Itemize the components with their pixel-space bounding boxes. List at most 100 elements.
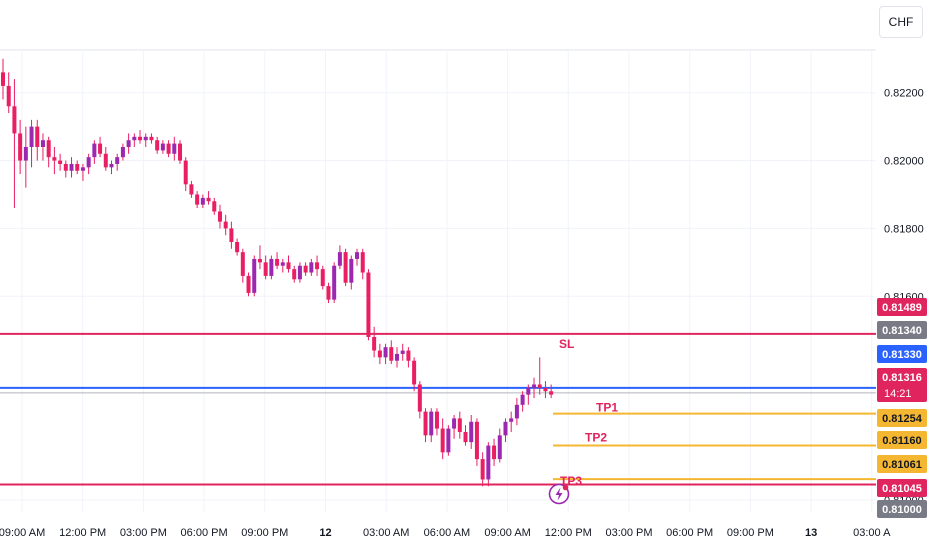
- price-tag-bg: [877, 321, 927, 339]
- candle-body: [315, 262, 320, 270]
- candle-body: [440, 428, 445, 453]
- candle-body: [35, 126, 40, 147]
- candle-body: [240, 252, 245, 276]
- candle-body: [377, 350, 382, 358]
- candle-body: [40, 140, 45, 147]
- candle-body: [537, 384, 542, 388]
- price-tag-bg: [877, 455, 927, 473]
- candle-body: [103, 153, 108, 168]
- tp2-label: TP2: [585, 431, 607, 445]
- candle-body: [514, 404, 519, 419]
- time-tick-label: 03:00 PM: [120, 527, 167, 539]
- price-tag-bg: [877, 345, 927, 363]
- candle-body: [80, 167, 85, 171]
- candle-body: [532, 384, 537, 388]
- candle-body: [486, 445, 491, 480]
- price-tag-label: 0.81316: [882, 372, 922, 384]
- candle-body: [69, 163, 74, 171]
- candle-body: [469, 421, 474, 443]
- candle-body: [109, 163, 114, 168]
- candle-body: [195, 194, 200, 205]
- candle-body: [223, 221, 228, 229]
- candle-body: [383, 347, 388, 358]
- time-tick-label: 06:00 PM: [666, 527, 713, 539]
- candle-body: [337, 252, 342, 266]
- price-tag-label: 0.81489: [882, 302, 922, 314]
- candle-body: [297, 265, 302, 280]
- candle-body: [263, 262, 268, 276]
- candle-body: [252, 258, 257, 293]
- time-tick-label: 03:00 A: [853, 527, 891, 539]
- time-tick-label: 12:00 PM: [545, 527, 592, 539]
- price-tag-bg: [877, 500, 927, 518]
- candle-body: [6, 85, 11, 107]
- candle-body: [183, 160, 188, 185]
- price-tag-bg: [877, 479, 927, 497]
- level-labels: SL TP1 TP2 TP3: [559, 337, 618, 488]
- candle-body: [372, 336, 377, 351]
- price-tag-label: 0.81061: [882, 459, 922, 471]
- price-tick-label: 0.82000: [884, 156, 924, 168]
- candle-body: [86, 157, 91, 168]
- price-tag-bg: [877, 409, 927, 427]
- candle-body: [126, 140, 131, 147]
- price-tag-bg: [877, 298, 927, 316]
- candle-body: [63, 163, 68, 171]
- candle-body: [480, 459, 485, 480]
- candle-body: [189, 184, 194, 195]
- candle-body: [178, 143, 183, 161]
- candle-body: [286, 262, 291, 270]
- candle-body: [360, 252, 365, 273]
- trade-levels: [0, 332, 876, 486]
- time-tick-label: 06:00 PM: [181, 527, 228, 539]
- candle-body: [46, 140, 51, 158]
- time-tick-label: 12:00 PM: [59, 527, 106, 539]
- candle-body: [503, 421, 508, 436]
- candle-body: [172, 143, 177, 154]
- candle-body: [200, 197, 205, 205]
- time-axis[interactable]: 09:00 AM 12:00 PM 03:00 PM 06:00 PM 09:00 PM…: [0, 527, 891, 539]
- time-tick-label: 06:00 AM: [424, 527, 470, 539]
- candle-body: [92, 143, 97, 158]
- candle-body: [434, 411, 439, 429]
- notification-dot-icon: [562, 484, 569, 491]
- price-tag-label: 0.81160: [882, 435, 921, 447]
- candle-body: [303, 265, 308, 273]
- time-tick-label: 13: [805, 527, 817, 539]
- candle-body: [235, 241, 240, 253]
- candle-body: [166, 143, 171, 154]
- candle-body: [429, 411, 434, 436]
- candle-body: [280, 262, 285, 266]
- candle-body: [75, 163, 80, 171]
- candle-body: [29, 126, 34, 147]
- time-tick-label: 09:00 PM: [241, 527, 288, 539]
- time-tick-label: 12: [319, 527, 331, 539]
- grid-lines: [0, 49, 876, 512]
- candle-body: [229, 228, 234, 242]
- price-tag-label: 0.81254: [882, 413, 923, 425]
- candlesticks: [1, 58, 554, 487]
- candle-body: [406, 350, 411, 361]
- candle-body: [217, 211, 222, 222]
- candle-body: [138, 136, 143, 141]
- candle-body: [132, 136, 137, 141]
- candle-body: [12, 106, 17, 134]
- candle-body: [257, 258, 262, 263]
- candle-body: [497, 435, 502, 460]
- price-tag-bg: [877, 431, 927, 449]
- candle-body: [400, 350, 405, 354]
- candle-body: [143, 136, 148, 141]
- candle-body: [212, 201, 217, 212]
- candle-body: [366, 272, 371, 337]
- candle-body: [412, 360, 417, 385]
- price-tick-label: 0.81800: [884, 223, 924, 235]
- time-tick-label: 09:00 PM: [727, 527, 774, 539]
- candle-body: [349, 258, 354, 283]
- candle-body: [326, 286, 331, 300]
- currency-button[interactable]: CHF: [879, 6, 923, 38]
- candle-body: [149, 136, 154, 141]
- event-marker[interactable]: [548, 483, 570, 505]
- sl-label: SL: [559, 337, 574, 351]
